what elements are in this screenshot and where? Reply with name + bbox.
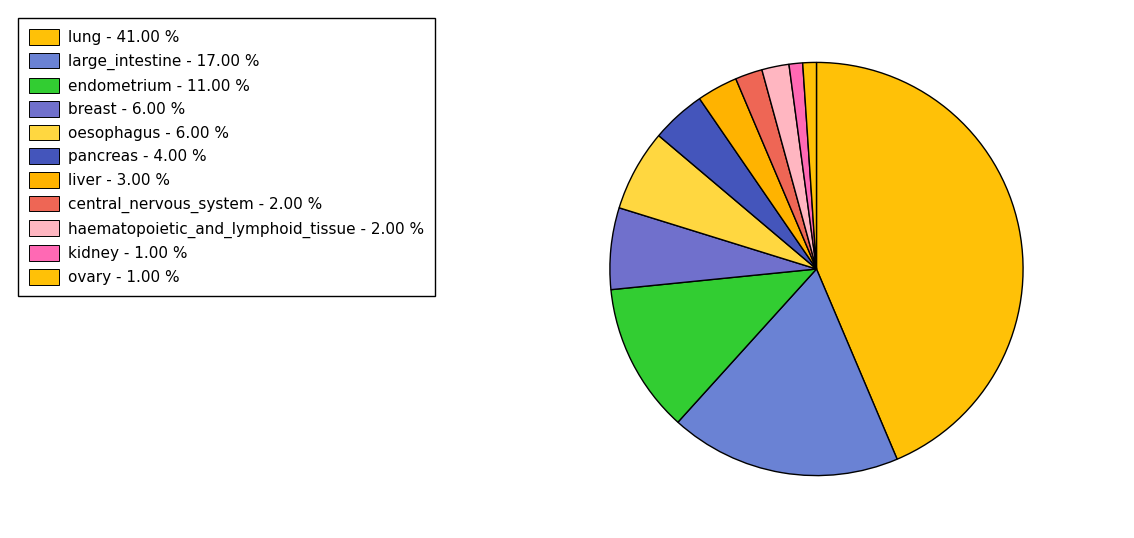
Wedge shape bbox=[659, 98, 816, 269]
Wedge shape bbox=[610, 208, 816, 289]
Wedge shape bbox=[611, 269, 816, 422]
Wedge shape bbox=[700, 79, 816, 269]
Legend: lung - 41.00 %, large_intestine - 17.00 %, endometrium - 11.00 %, breast - 6.00 : lung - 41.00 %, large_intestine - 17.00 … bbox=[18, 18, 435, 296]
Wedge shape bbox=[789, 63, 816, 269]
Wedge shape bbox=[678, 269, 897, 476]
Wedge shape bbox=[816, 62, 1023, 459]
Wedge shape bbox=[803, 62, 816, 269]
Wedge shape bbox=[762, 64, 816, 269]
Wedge shape bbox=[736, 70, 816, 269]
Wedge shape bbox=[619, 136, 816, 269]
